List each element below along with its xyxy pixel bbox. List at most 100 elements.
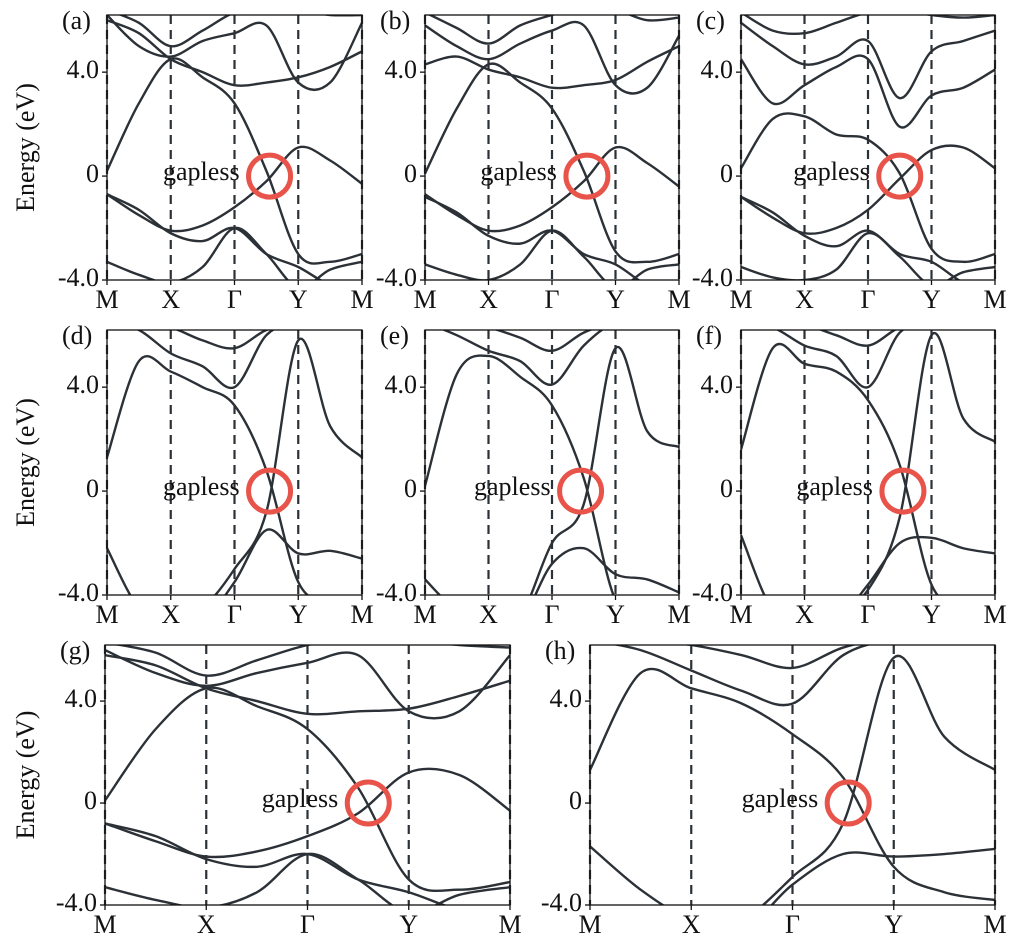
x-tick-label: M bbox=[93, 910, 116, 939]
x-tick-label: M bbox=[667, 285, 690, 314]
y-tick-label: 4.0 bbox=[701, 55, 734, 84]
x-tick-label: Γ bbox=[544, 600, 559, 629]
x-tick-label: M bbox=[350, 600, 373, 629]
plot-frame bbox=[589, 644, 996, 906]
panel-label: (g) bbox=[60, 636, 90, 665]
band-line bbox=[107, 57, 362, 265]
x-tick-label: Γ bbox=[227, 600, 242, 629]
x-tick-label: M bbox=[983, 600, 1006, 629]
panel: M X Γ Y M-4.004.0(a)Energy (eV) gapless bbox=[11, 6, 374, 314]
y-axis-label: Energy (eV) bbox=[11, 398, 40, 527]
y-tick-label: 4.0 bbox=[550, 684, 583, 713]
y-tick-label: -4.0 bbox=[692, 578, 733, 607]
x-tick-label: Y bbox=[884, 910, 903, 939]
x-tick-label: Γ bbox=[227, 285, 242, 314]
y-tick-label: 0 bbox=[404, 474, 417, 503]
band-line bbox=[105, 767, 510, 859]
y-axis-label: Energy (eV) bbox=[11, 711, 40, 840]
band-line bbox=[425, 229, 679, 280]
y-tick-label: 0 bbox=[404, 159, 417, 188]
dirac-point-circle bbox=[879, 467, 927, 515]
dirac-point-circle bbox=[246, 467, 294, 515]
x-tick-label: X bbox=[161, 600, 180, 629]
band-line bbox=[741, 112, 995, 264]
band-line bbox=[135, 330, 275, 390]
y-tick-label: 0 bbox=[569, 786, 582, 815]
band-line bbox=[682, 645, 857, 670]
dirac-point-circle bbox=[344, 779, 392, 827]
x-tick-label: M bbox=[350, 285, 373, 314]
x-tick-label: Y bbox=[289, 600, 308, 629]
plot-frame bbox=[104, 644, 511, 906]
x-tick-label: Y bbox=[606, 285, 625, 314]
x-tick-label: M bbox=[95, 285, 118, 314]
panel-label: (b) bbox=[380, 6, 410, 35]
band-line bbox=[441, 330, 604, 386]
annotation: gapless bbox=[163, 472, 240, 501]
x-tick-label: X bbox=[479, 285, 498, 314]
x-tick-label: M bbox=[498, 910, 521, 939]
band-line bbox=[174, 330, 270, 350]
band-line bbox=[105, 852, 510, 905]
y-tick-label: 4.0 bbox=[385, 55, 418, 84]
y-tick-label: 0 bbox=[84, 786, 97, 815]
band-line bbox=[105, 649, 510, 720]
dirac-point-circle bbox=[824, 779, 872, 827]
panel: M X Γ Y M-4.004.0(h)gapless bbox=[541, 636, 1007, 939]
band-line bbox=[107, 226, 362, 280]
annotation: gapless bbox=[742, 784, 819, 813]
band-line bbox=[818, 330, 898, 347]
y-tick-label: -4.0 bbox=[58, 578, 99, 607]
plot-frame bbox=[106, 329, 363, 596]
y-tick-label: 4.0 bbox=[385, 370, 418, 399]
x-tick-label: M bbox=[413, 285, 436, 314]
y-tick-label: 0 bbox=[720, 474, 733, 503]
x-tick-label: Y bbox=[289, 285, 308, 314]
band-line bbox=[105, 686, 510, 893]
band-line bbox=[590, 667, 995, 902]
dirac-point-circle bbox=[563, 152, 611, 200]
panel-label: (c) bbox=[696, 6, 725, 35]
x-tick-label: Y bbox=[399, 910, 418, 939]
x-tick-label: X bbox=[795, 600, 814, 629]
band-line bbox=[425, 354, 615, 595]
x-tick-label: Y bbox=[922, 600, 941, 629]
y-tick-label: 4.0 bbox=[67, 370, 100, 399]
panel-label: (f) bbox=[696, 321, 722, 350]
y-axis-label: Energy (eV) bbox=[11, 83, 40, 212]
y-tick-label: -4.0 bbox=[541, 888, 582, 917]
x-tick-label: Y bbox=[606, 600, 625, 629]
plot-frame bbox=[424, 329, 680, 596]
band-line bbox=[741, 342, 940, 595]
annotation: gapless bbox=[480, 157, 557, 186]
x-tick-label: X bbox=[479, 600, 498, 629]
plot-frame bbox=[424, 14, 680, 281]
panel: M X Γ Y M-4.004.0(f)gapless bbox=[692, 321, 1007, 629]
y-tick-label: -4.0 bbox=[58, 263, 99, 292]
x-tick-label: X bbox=[161, 285, 180, 314]
y-tick-label: 4.0 bbox=[65, 684, 98, 713]
plot-frame bbox=[106, 14, 363, 281]
band-line bbox=[529, 345, 679, 595]
panel: M X Γ Y M-4.004.0(c)gapless bbox=[692, 6, 1007, 314]
x-tick-label: M bbox=[578, 910, 601, 939]
band-line bbox=[741, 21, 995, 100]
band-line bbox=[425, 20, 679, 95]
annotation: gapless bbox=[262, 784, 339, 813]
x-tick-label: M bbox=[413, 600, 436, 629]
panel: M X Γ Y M-4.004.0(d)Energy (eV) gapless bbox=[11, 321, 374, 629]
panel: M X Γ Y M-4.004.0(b)gapless bbox=[376, 6, 691, 314]
band-line bbox=[741, 232, 995, 280]
x-tick-label: M bbox=[983, 910, 1006, 939]
annotation: gapless bbox=[793, 157, 870, 186]
band-line bbox=[612, 645, 872, 707]
plot-frame bbox=[740, 14, 996, 281]
x-tick-label: M bbox=[729, 600, 752, 629]
band-line bbox=[107, 354, 310, 595]
y-tick-label: 0 bbox=[86, 474, 99, 503]
band-line bbox=[741, 54, 995, 129]
band-line bbox=[107, 19, 362, 87]
plot-frame bbox=[740, 329, 996, 596]
band-line bbox=[107, 528, 362, 595]
dirac-point-circle bbox=[246, 152, 294, 200]
